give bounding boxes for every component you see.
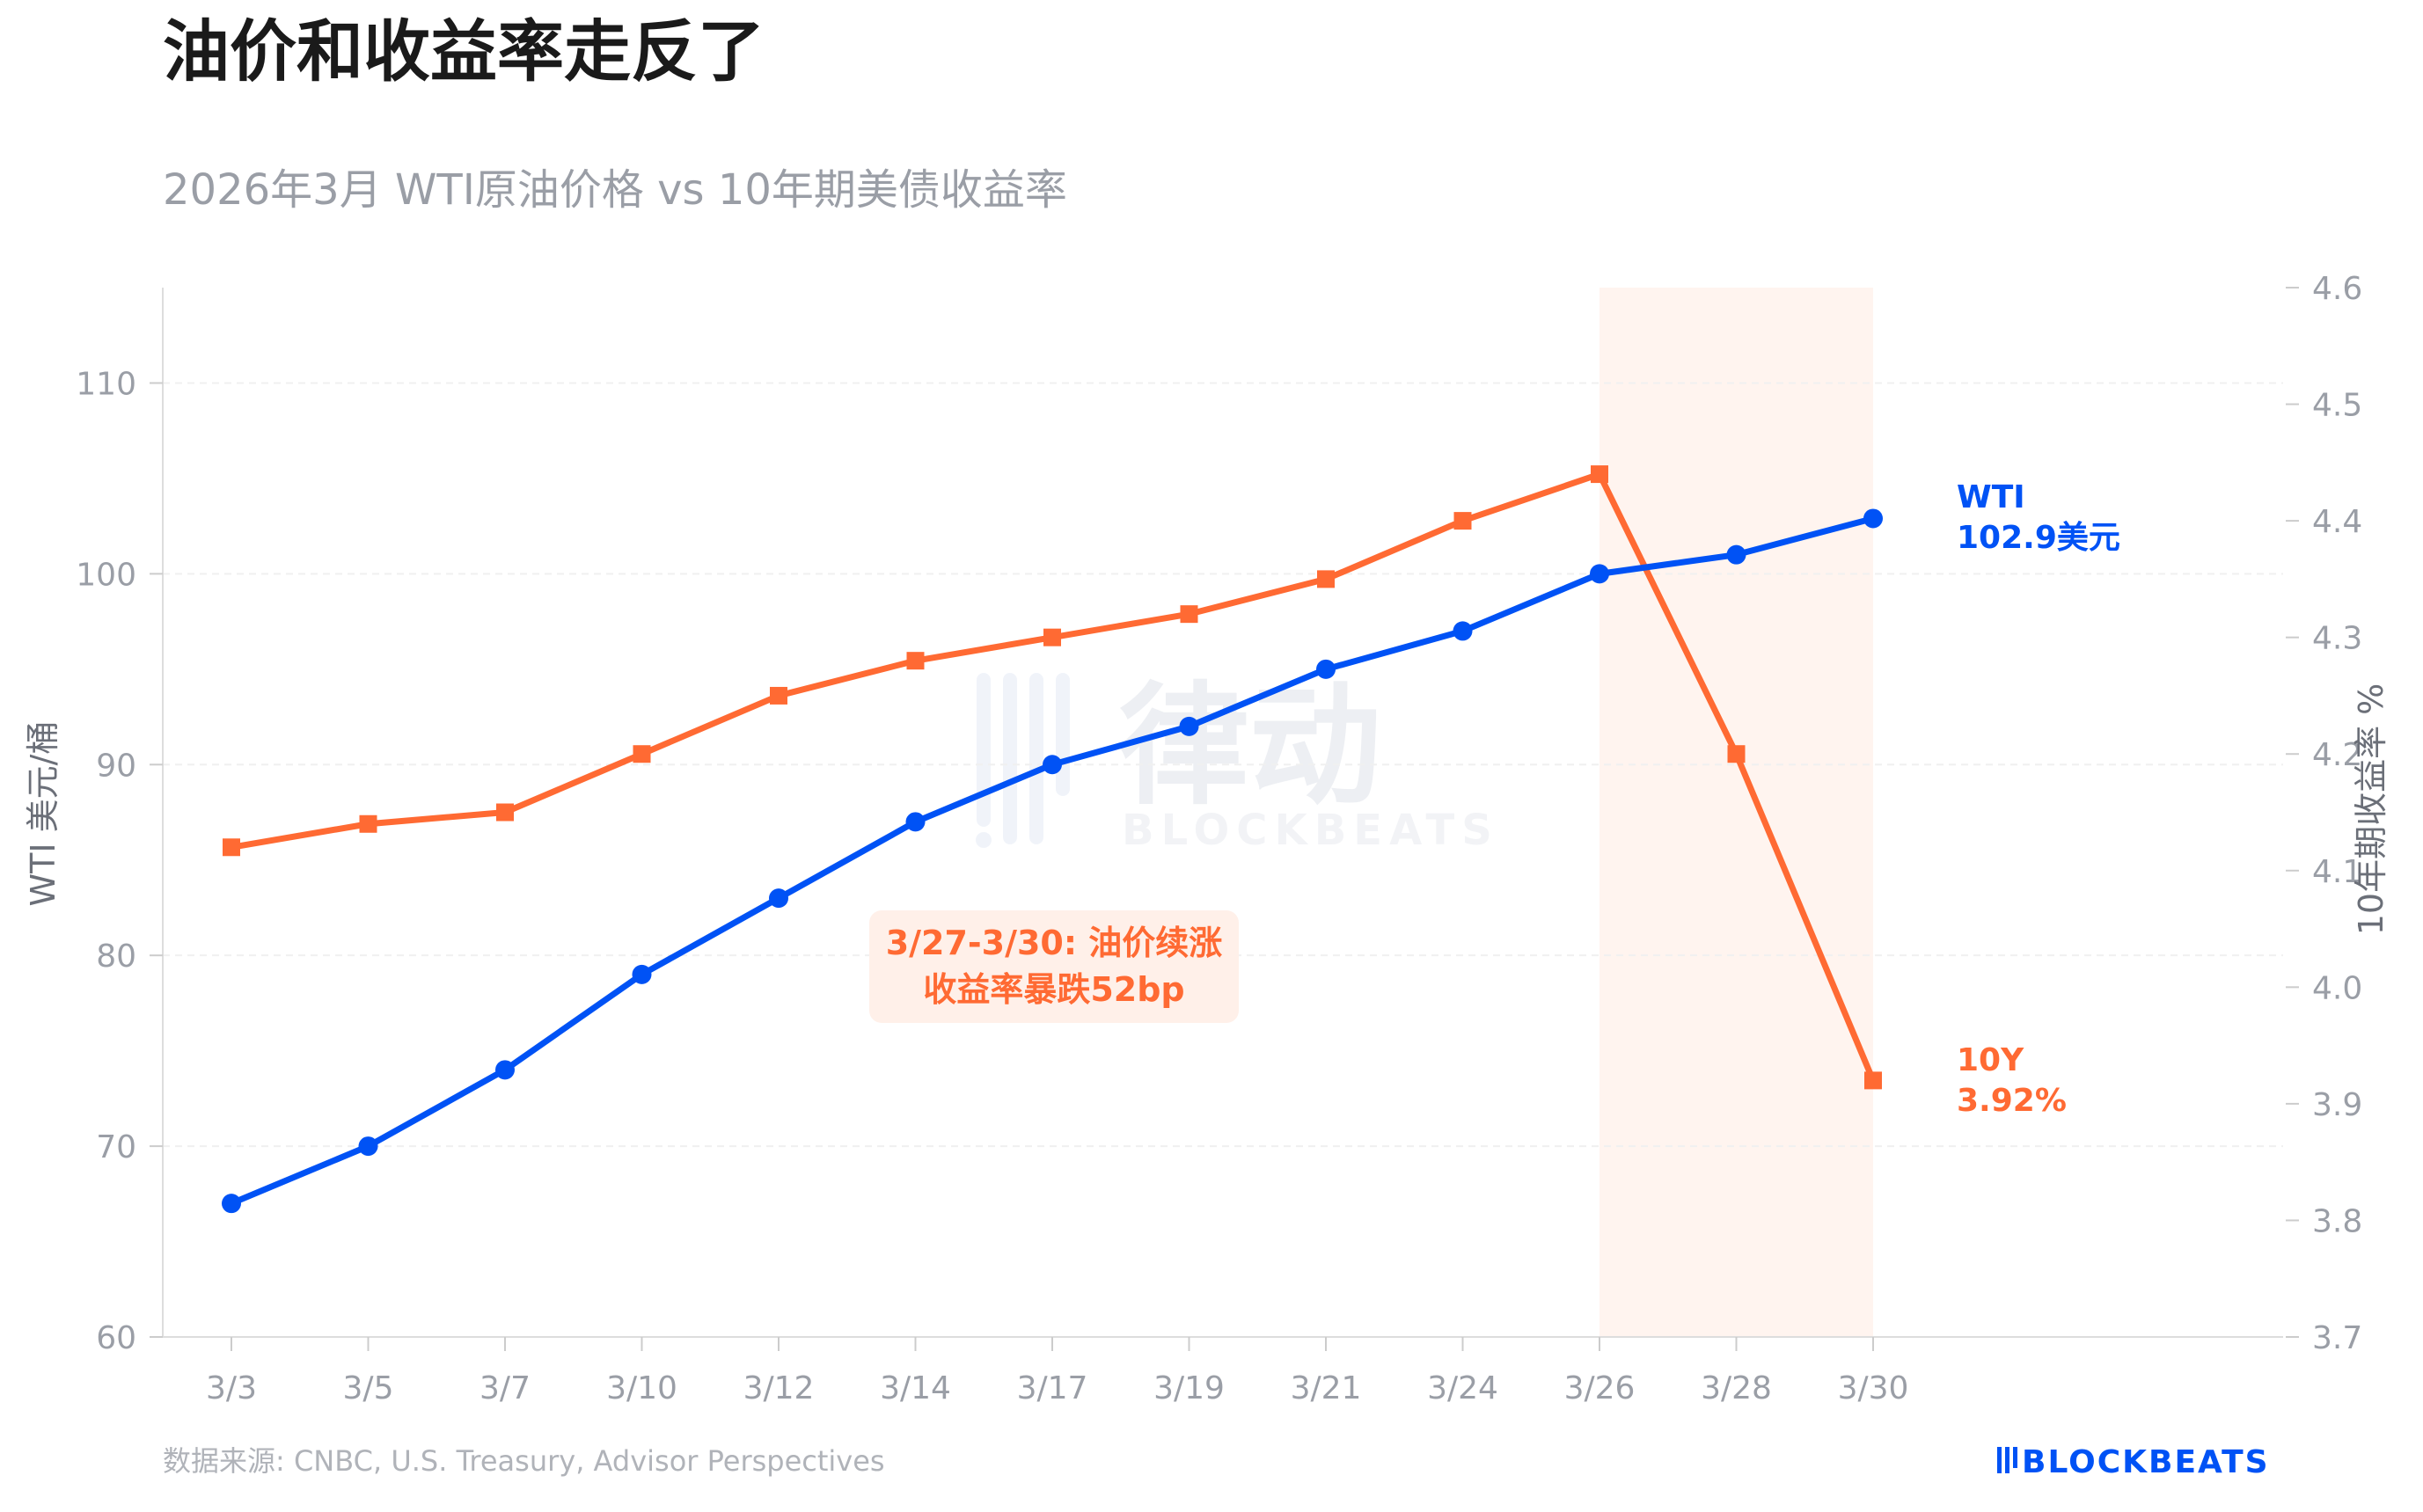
x-tick-label: 3/12	[743, 1370, 815, 1406]
watermark-en: BLOCKBEATS	[1122, 806, 1499, 855]
data-point	[770, 686, 787, 705]
data-point	[1864, 1071, 1882, 1090]
x-tick-label: 3/19	[1153, 1370, 1225, 1406]
data-point	[1726, 544, 1746, 565]
data-point	[359, 814, 377, 833]
annotation-line-2: 收益率暴跌52bp	[923, 970, 1184, 1009]
data-point	[906, 652, 925, 670]
x-tick-label: 3/14	[880, 1370, 951, 1406]
data-point	[769, 888, 788, 909]
tenY-end-label: 10Y 3.92%	[1957, 1042, 2067, 1119]
right-axis-label: 10年期收益率 %	[2352, 683, 2390, 936]
data-point	[222, 1194, 241, 1214]
data-point	[905, 812, 926, 832]
y2-tick-label: 4.0	[2312, 970, 2362, 1006]
source-note: 数据来源: CNBC, U.S. Treasury, Advisor Persp…	[163, 1444, 885, 1478]
data-point	[632, 964, 652, 984]
y-tick-label: 90	[96, 748, 136, 784]
y-tick-label: 100	[76, 557, 136, 593]
data-point	[358, 1136, 378, 1157]
data-point	[495, 1060, 515, 1080]
chart-subtitle: 2026年3月 WTI原油价格 vs 10年期美债收益率	[163, 165, 1067, 215]
data-point	[1453, 512, 1472, 530]
wti-end-label-value: 102.9美元	[1957, 520, 2120, 556]
x-tick-label: 3/30	[1838, 1370, 1909, 1406]
tenY-end-label-name: 10Y	[1957, 1042, 2024, 1078]
y2-tick-label: 4.5	[2312, 388, 2362, 424]
annotation: 3/27-3/30: 油价续涨 收益率暴跌52bp	[869, 910, 1239, 1023]
data-point	[1590, 564, 1609, 584]
data-point	[496, 803, 514, 822]
logo-text: BLOCKBEATS	[2022, 1444, 2270, 1480]
wti-end-label-name: WTI	[1957, 479, 2025, 515]
x-tick-label: 3/24	[1427, 1370, 1498, 1406]
x-tick-label: 3/17	[1017, 1370, 1088, 1406]
y2-tick-label: 4.1	[2312, 854, 2362, 890]
data-point	[1043, 755, 1062, 775]
x-tick-label: 3/10	[606, 1370, 677, 1406]
highlight-band	[1599, 288, 1873, 1337]
data-point	[1453, 621, 1473, 641]
data-point	[1180, 605, 1198, 624]
data-point	[1591, 465, 1608, 484]
x-tick-label: 3/5	[343, 1370, 394, 1406]
y2-tick-label: 4.3	[2312, 621, 2362, 657]
x-tick-label: 3/28	[1701, 1370, 1772, 1406]
x-tick-label: 3/26	[1564, 1370, 1636, 1406]
y-tick-label: 80	[96, 939, 136, 975]
data-point	[1043, 628, 1061, 646]
y2-tick-label: 3.9	[2312, 1087, 2362, 1123]
data-point	[223, 838, 240, 857]
watermark-cn: 律动	[1117, 670, 1381, 823]
y2-tick-label: 4.6	[2312, 271, 2362, 307]
right-axis-ticks: 3.7 3.8 3.9 4.0 4.1 4.2 4.3 4.4 4.5 4.6	[2286, 271, 2362, 1356]
x-tick-label: 3/3	[206, 1370, 257, 1406]
annotation-line-1: 3/27-3/30: 油价续涨	[886, 924, 1223, 962]
y2-tick-label: 4.4	[2312, 504, 2362, 540]
series-group	[222, 465, 1883, 1214]
y2-tick-label: 3.8	[2312, 1203, 2362, 1239]
y-tick-label: 60	[96, 1320, 136, 1356]
data-point	[1317, 570, 1335, 588]
data-point	[1727, 745, 1746, 763]
y-tick-label: 110	[76, 366, 136, 402]
wti-end-label: WTI 102.9美元	[1957, 479, 2120, 556]
x-tick-label: 3/21	[1291, 1370, 1362, 1406]
y-tick-label: 70	[96, 1129, 136, 1165]
left-axis-label: WTI 美元/桶	[24, 721, 62, 907]
x-axis-ticks: 3/3 3/5 3/7 3/10 3/12 3/14 3/17 3/19 3/21 3/24 3/2…	[206, 1337, 1908, 1406]
watermark: 律动 BLOCKBEATS	[976, 670, 1499, 855]
y2-tick-label: 3.7	[2312, 1320, 2362, 1356]
data-point	[1179, 716, 1199, 736]
series-10y	[223, 465, 1882, 1090]
x-tick-label: 3/7	[479, 1370, 531, 1406]
series-wti	[222, 508, 1883, 1214]
data-point	[1863, 508, 1883, 529]
tenY-end-label-value: 3.92%	[1957, 1083, 2067, 1119]
left-axis-ticks: 60 70 80 90 100 110	[76, 366, 163, 1356]
data-point	[633, 745, 651, 763]
y2-tick-label: 4.2	[2312, 737, 2362, 773]
chart-title: 油价和收益率走反了	[163, 12, 765, 91]
data-point	[1316, 659, 1336, 679]
blockbeats-logo: BLOCKBEATS	[1997, 1444, 2270, 1480]
annotation-box	[869, 910, 1239, 1023]
